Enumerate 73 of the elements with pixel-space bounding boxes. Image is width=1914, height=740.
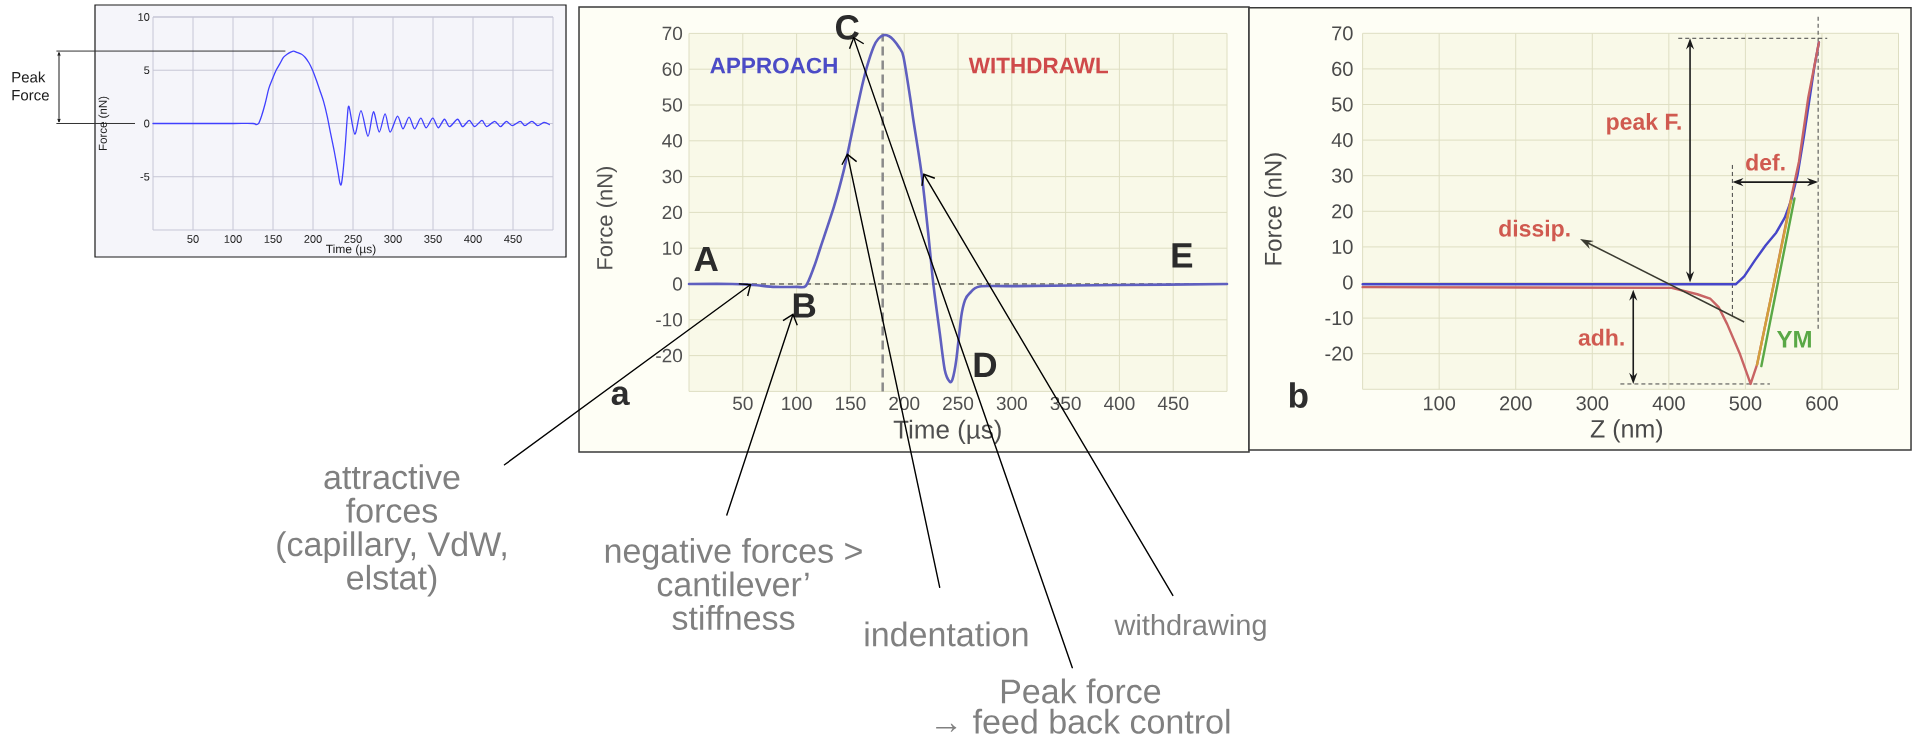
y-tick-label: 50: [662, 98, 683, 112]
annotation: indentation: [865, 621, 1028, 647]
y-tick-label: 60: [662, 62, 683, 76]
y-tick-label: 30: [662, 169, 683, 184]
x-tick-label: 250: [943, 396, 974, 411]
y-tick-label: 0: [1343, 275, 1353, 290]
y-tick-label: 40: [662, 134, 683, 148]
ref-line-label: Peak Force: [12, 71, 49, 101]
text: b: [1289, 382, 1308, 408]
y-tick-label: -10: [656, 313, 683, 327]
annotation: dissip.: [1499, 219, 1570, 242]
y-tick-label: 50: [1331, 97, 1353, 112]
series-label: YM: [1776, 330, 1811, 348]
y-tick-label: 0: [672, 277, 683, 291]
y-tick-label: 20: [1332, 204, 1353, 219]
x-axis-title: Z (nm): [1590, 419, 1663, 443]
x-tick-label: 250: [344, 235, 362, 243]
line-series: [152, 50, 550, 186]
x-tick-label: 100: [782, 396, 812, 411]
annotation: withdrawing: [1114, 613, 1266, 642]
y-tick-label: 10: [663, 241, 683, 255]
text: Peak force: [1001, 678, 1161, 704]
x-tick-label: 400: [464, 235, 482, 243]
x-tick-label: 150: [264, 235, 282, 243]
y-tick-label: 5: [144, 66, 150, 75]
y-tick-label: 30: [1331, 168, 1353, 183]
annotation: attractive forces (capillary, VdW, elstat): [277, 464, 506, 597]
x-tick-label: 200: [304, 235, 322, 243]
annotation: D: [974, 352, 997, 377]
x-tick-label: 600: [1806, 396, 1838, 411]
x-axis-title: Time (µs): [326, 244, 376, 256]
y-tick-label: -5: [140, 172, 150, 181]
x-tick-label: 50: [733, 396, 753, 411]
annotation: def.: [1746, 153, 1785, 171]
y-tick-label: 70: [1332, 26, 1353, 41]
text: negative forces > cantilever’ stiffness: [605, 538, 862, 630]
y-axis-title: Force (nN): [1264, 153, 1287, 265]
annotation: E: [1172, 243, 1193, 268]
y-tick-label: 0: [144, 119, 150, 128]
x-tick-label: 350: [424, 235, 442, 243]
x-tick-label: 100: [1424, 396, 1456, 411]
x-tick-label: 300: [1576, 396, 1609, 411]
ref-line-label: adh.: [1578, 328, 1624, 346]
x-tick-label: 200: [1500, 396, 1532, 411]
x-tick-label: 100: [224, 235, 242, 243]
annotation: WITHDRAWL: [968, 57, 1108, 74]
annotation: peak F.: [1607, 112, 1681, 135]
x-tick-label: 400: [1652, 396, 1685, 411]
y-tick-label: 20: [662, 205, 683, 220]
x-tick-label: 300: [996, 396, 1027, 411]
y-tick-label: 10: [1332, 239, 1353, 254]
x-tick-label: 500: [1729, 396, 1762, 411]
x-tick-label: 300: [384, 235, 402, 243]
annotation: C: [835, 15, 859, 40]
y-axis-title: Force (nN): [98, 96, 110, 151]
y-tick-label: 60: [1332, 61, 1353, 76]
y-tick-label: -10: [1325, 311, 1353, 326]
annotation: B: [793, 293, 816, 318]
y-tick-label: 40: [1331, 133, 1353, 148]
x-tick-label: 50: [187, 235, 199, 243]
y-axis-title: Force (nN): [596, 166, 617, 269]
text: a: [611, 386, 630, 406]
annotation: A: [694, 246, 718, 271]
annotation: APPROACH: [710, 57, 837, 74]
y-tick-label: 70: [662, 26, 683, 41]
y-tick-label: 10: [138, 13, 150, 21]
x-tick-label: 400: [1104, 396, 1135, 411]
x-tick-label: 450: [1157, 396, 1189, 411]
y-tick-label: -20: [656, 348, 683, 363]
text: → feed back control: [936, 708, 1230, 734]
x-tick-label: 150: [836, 396, 866, 411]
x-tick-label: 450: [504, 235, 522, 243]
y-tick-label: -20: [1325, 346, 1353, 361]
